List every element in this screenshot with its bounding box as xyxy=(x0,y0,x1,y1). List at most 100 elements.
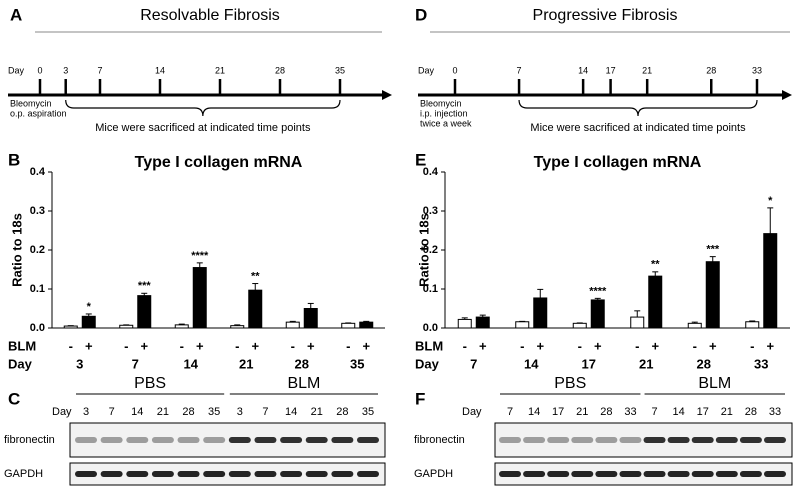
band xyxy=(254,437,277,443)
arrowhead xyxy=(782,90,792,100)
significance: ** xyxy=(251,270,260,282)
x-tick-label: 7 xyxy=(470,356,477,371)
bar xyxy=(475,316,490,329)
y-tick-label: 0.2 xyxy=(423,244,438,256)
day-tick-label: 14 xyxy=(578,65,588,75)
bar xyxy=(230,325,245,329)
y-tick-label: 0.0 xyxy=(30,322,45,334)
group-tick-label: + xyxy=(362,338,370,353)
day-label: Day xyxy=(52,406,72,418)
bar xyxy=(81,315,96,329)
bar xyxy=(687,322,702,329)
x-tick-label: 33 xyxy=(754,356,768,371)
lane-label: 33 xyxy=(769,406,781,418)
band xyxy=(523,437,546,443)
start-note: Bleomycin xyxy=(10,98,52,108)
band xyxy=(203,437,226,443)
group-tick-label: + xyxy=(536,338,544,353)
band xyxy=(331,437,354,443)
significance: *** xyxy=(706,244,720,256)
significance: ** xyxy=(651,259,660,271)
start-note: Bleomycin xyxy=(420,98,462,108)
day-label: Day xyxy=(462,406,482,418)
group-tick-label: - xyxy=(693,338,697,353)
panel-label: B xyxy=(8,150,20,169)
bracket-note: Mice were sacrificed at indicated time p… xyxy=(530,122,746,134)
group-tick-label: - xyxy=(124,338,128,353)
bar xyxy=(648,275,663,329)
band xyxy=(126,471,149,477)
group-tick-label: + xyxy=(594,338,602,353)
lane-label: 21 xyxy=(721,406,733,418)
day-tick-label: 0 xyxy=(37,65,42,75)
lane-label: 17 xyxy=(552,406,564,418)
group-tick-label: - xyxy=(346,338,350,353)
group-tick-label: - xyxy=(69,338,73,353)
lane-label: 7 xyxy=(507,406,513,418)
bar xyxy=(119,324,134,329)
lane-label: 14 xyxy=(131,406,143,418)
panel-label: D xyxy=(415,5,427,24)
day-tick-label: 28 xyxy=(706,65,716,75)
band xyxy=(499,437,521,443)
bar xyxy=(303,308,318,329)
group-label: BLM xyxy=(8,338,36,353)
significance: * xyxy=(768,195,773,207)
bar xyxy=(745,321,760,329)
lane-label: 14 xyxy=(673,406,685,418)
group-tick-label: + xyxy=(196,338,204,353)
band xyxy=(571,471,594,477)
panel-title: Resolvable Fibrosis xyxy=(140,7,280,24)
band xyxy=(75,437,97,443)
y-tick-label: 0.1 xyxy=(423,283,438,295)
x-tick-label: 14 xyxy=(524,356,539,371)
band xyxy=(643,471,666,477)
group-header: BLM xyxy=(287,375,320,392)
lane-label: 14 xyxy=(528,406,540,418)
x-tick-label: 21 xyxy=(239,356,253,371)
bracket xyxy=(65,99,341,117)
y-axis-label: Ratio to 18s xyxy=(416,213,431,287)
group-tick-label: - xyxy=(578,338,582,353)
band xyxy=(764,437,786,443)
day-tick-label: 21 xyxy=(642,65,652,75)
lane-label: 21 xyxy=(311,406,323,418)
x-tick-label: 3 xyxy=(76,356,83,371)
bar xyxy=(763,233,778,329)
bar xyxy=(63,325,78,329)
day-tick-label: 14 xyxy=(155,65,165,75)
lane-label: 35 xyxy=(362,406,374,418)
band xyxy=(691,471,714,477)
bar xyxy=(572,322,587,329)
chart-title: Type I collagen mRNA xyxy=(135,154,303,171)
lane-label: 21 xyxy=(576,406,588,418)
group-tick-label: - xyxy=(291,338,295,353)
panel-label: E xyxy=(415,150,426,169)
band xyxy=(499,471,521,477)
group-tick-label: - xyxy=(180,338,184,353)
y-tick-label: 0.0 xyxy=(423,322,438,334)
significance: *** xyxy=(138,280,152,292)
group-tick-label: + xyxy=(85,338,93,353)
bar xyxy=(630,316,645,329)
start-note: twice a week xyxy=(420,118,472,128)
y-tick-label: 0.3 xyxy=(30,205,45,217)
bar xyxy=(341,322,356,329)
band xyxy=(151,471,174,477)
group-header: BLM xyxy=(698,375,731,392)
row-label: GAPDH xyxy=(4,468,43,480)
bar xyxy=(137,295,152,329)
band xyxy=(667,471,690,477)
group-label: BLM xyxy=(415,338,443,353)
significance: * xyxy=(87,301,92,313)
band xyxy=(643,437,666,443)
band xyxy=(764,471,786,477)
band xyxy=(619,471,642,477)
band xyxy=(547,471,570,477)
group-tick-label: + xyxy=(651,338,659,353)
start-note: o.p. aspiration xyxy=(10,108,67,118)
lane-label: 28 xyxy=(600,406,612,418)
group-tick-label: - xyxy=(520,338,524,353)
x-axis-label: Day xyxy=(415,356,440,371)
